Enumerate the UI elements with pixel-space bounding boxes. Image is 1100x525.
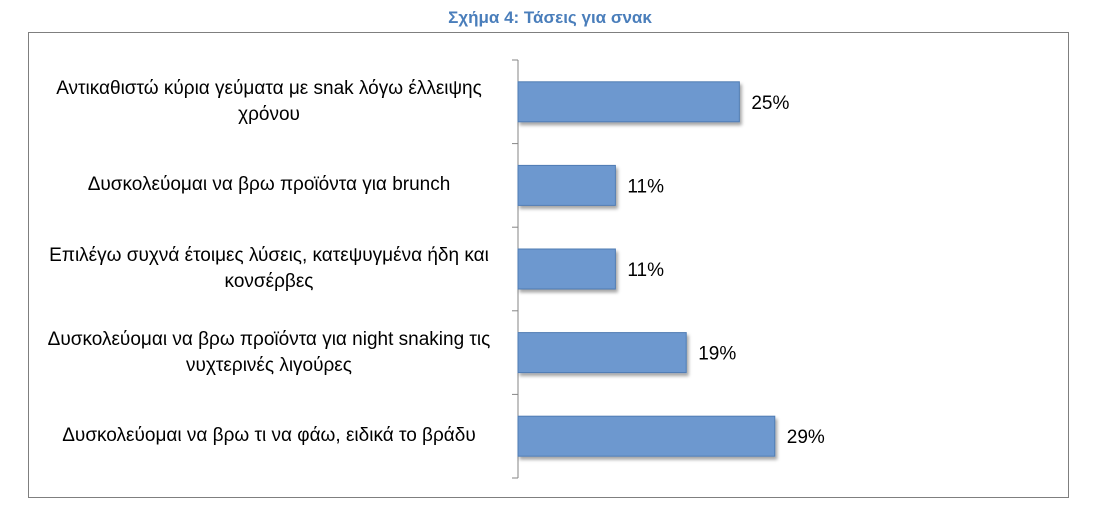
chart-frame xyxy=(28,32,1069,498)
category-label-3: Επιλέγω συχνά έτοιμες λύσεις, κατεψυγμέν… xyxy=(49,245,489,292)
data-label-3: 11% xyxy=(627,260,664,281)
bar-3 xyxy=(517,248,616,290)
data-label-5: 29% xyxy=(787,427,825,448)
chart-title: Σχήμα 4: Τάσεις για σνακ xyxy=(448,8,652,27)
bar-5 xyxy=(517,415,776,457)
bar-1 xyxy=(517,81,740,123)
category-label-2: Δυσκολεύομαι να βρω προϊόντα για brunch xyxy=(87,174,451,196)
data-label-4: 19% xyxy=(698,344,736,365)
category-label-4: Δυσκολεύομαι να βρω προϊόντα για night s… xyxy=(47,328,491,376)
bar-4 xyxy=(517,332,687,374)
bar-2 xyxy=(517,164,616,206)
data-label-2: 11% xyxy=(627,176,664,197)
data-label-1: 25% xyxy=(751,93,789,114)
category-label-1: Αντικαθιστώ κύρια γεύματα με snak λόγω έ… xyxy=(56,77,482,125)
category-label-5: Δυσκολεύομαι να βρω τι να φάω, ειδικά το… xyxy=(62,425,476,447)
